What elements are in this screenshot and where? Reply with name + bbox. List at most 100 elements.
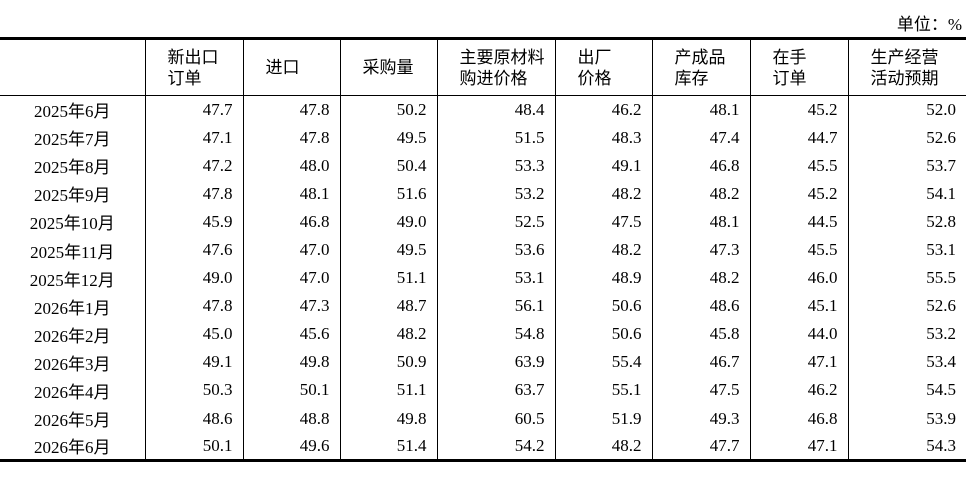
table-cell: 48.2: [651, 179, 750, 208]
header-text: 在手: [772, 47, 807, 67]
table-cell: 60.5: [436, 404, 555, 433]
table-cell: 53.7: [847, 151, 966, 180]
table-cell: 52.6: [847, 123, 966, 152]
table-row: 2025年6月 47.7 47.8 50.2 48.4 46.2 48.1 45.2 52.0: [0, 95, 966, 124]
table-cell: 46.0: [749, 264, 848, 293]
table-row: 2026年2月 45.0 45.6 48.2 54.8 50.6 45.8 44.0 53.2: [0, 320, 966, 349]
row-label: 2026年2月: [34, 326, 111, 346]
table-cell: 47.3: [651, 235, 750, 265]
header-cell: 出厂 价格: [554, 37, 652, 96]
table-cell: 55.4: [554, 348, 652, 377]
table-cell: 49.3: [651, 404, 750, 433]
table-cell: 52.0: [847, 95, 966, 124]
header-cell: [0, 37, 145, 96]
table-row: 2025年10月 45.9 46.8 49.0 52.5 47.5 48.1 44.5 52.8: [0, 207, 966, 236]
table-cell: 51.4: [339, 432, 437, 463]
row-label: 2025年11月: [30, 242, 115, 262]
table-cell: 51.1: [339, 264, 437, 293]
table-row: 2026年4月 50.3 50.1 51.1 63.7 55.1 47.5 46.2 54.5: [0, 376, 966, 405]
table-cell: 49.1: [554, 151, 652, 180]
table-cell: 48.1: [651, 207, 750, 236]
table-row: 2025年7月 47.1 47.8 49.5 51.5 48.3 47.4 44.7 52.6: [0, 123, 966, 152]
header-cell: 新出口 订单: [144, 37, 243, 96]
table-cell: 47.5: [554, 207, 652, 236]
table-cell: 53.4: [847, 348, 966, 377]
table-cell: 49.8: [242, 348, 340, 377]
row-label: 2026年4月: [34, 382, 111, 402]
table-cell: 48.1: [242, 179, 340, 208]
table-row: 2026年3月 49.1 49.8 50.9 63.9 55.4 46.7 47.1 53.4: [0, 348, 966, 377]
header-text: 价格: [577, 68, 612, 88]
table-cell: 46.8: [242, 207, 340, 236]
table-cell: 54.2: [436, 432, 555, 463]
table-cell: 50.4: [339, 151, 437, 180]
row-label: 2025年10月: [29, 214, 115, 234]
header-cell: 进口: [242, 37, 340, 96]
header-row: 新出口 订单 进口 采购量 主要原材料 购进价格 出厂 价格 产成品 库存 在手 订单 生产经营 活动预期: [0, 37, 966, 96]
row-label: 2026年1月: [34, 298, 111, 318]
table-row: 2026年1月 47.8 47.3 48.7 56.1 50.6 48.6 45.1 52.6: [0, 292, 966, 321]
table-cell: 47.2: [144, 151, 243, 180]
header-text: 活动预期: [870, 68, 939, 88]
table-row: 2025年8月 47.2 48.0 50.4 53.3 49.1 46.8 45.5 53.7: [0, 151, 966, 180]
table-cell: 54.8: [436, 320, 555, 349]
table-cell: 56.1: [436, 292, 555, 321]
table-cell: 52.5: [436, 207, 555, 236]
table-row: 2025年11月 47.6 47.0 49.5 53.6 48.2 47.3 45.5 53.1: [0, 235, 966, 265]
table-cell: 47.8: [144, 292, 243, 321]
table-cell: 51.9: [554, 404, 652, 433]
table-cell: 47.4: [651, 123, 750, 152]
table-cell: 52.8: [847, 207, 966, 236]
table-cell: 47.3: [242, 292, 340, 321]
table-cell: 48.8: [242, 404, 340, 433]
table-cell: 44.7: [749, 123, 848, 152]
header-text: 出厂: [577, 47, 612, 67]
row-label: 2026年6月: [0, 432, 145, 463]
table-header: 新出口 订单 进口 采购量 主要原材料 购进价格 出厂 价格 产成品 库存 在手 订单 生产经营 活动预期: [0, 37, 966, 96]
header-text: 进口: [265, 58, 300, 77]
table-cell: 54.5: [847, 376, 966, 405]
table-cell: 48.1: [651, 95, 750, 124]
table-cell: 53.3: [436, 151, 555, 180]
table-cell: 48.2: [554, 235, 652, 265]
table-cell: 47.7: [144, 95, 243, 124]
table-cell: 46.2: [554, 95, 652, 124]
header-cell: 采购量: [339, 37, 437, 96]
table-row: 2025年12月 49.0 47.0 51.1 53.1 48.9 48.2 46.0 55.5: [0, 264, 966, 293]
table-cell: 50.9: [339, 348, 437, 377]
table-cell: 45.6: [242, 320, 340, 349]
table-cell: 49.1: [144, 348, 243, 377]
table-cell: 47.8: [242, 123, 340, 152]
header-text: 库存: [674, 68, 709, 88]
table-cell: 45.9: [144, 207, 243, 236]
table-cell: 47.7: [651, 432, 750, 463]
row-label: 2025年6月: [34, 102, 111, 122]
table-cell: 45.5: [749, 151, 848, 180]
table-cell: 47.8: [144, 179, 243, 208]
table-cell: 51.6: [339, 179, 437, 208]
table-cell: 50.6: [554, 292, 652, 321]
header-text: 购进价格: [459, 68, 528, 88]
table-cell: 48.4: [436, 95, 555, 124]
table-cell: 48.7: [339, 292, 437, 321]
table-cell: 45.0: [144, 320, 243, 349]
row-label: 2026年3月: [34, 354, 111, 374]
header-text: 主要原材料: [459, 47, 545, 67]
table-cell: 47.6: [144, 235, 243, 265]
header-text: 订单: [167, 68, 202, 88]
table-cell: 45.2: [749, 179, 848, 208]
header-cell: 主要原材料 购进价格: [436, 37, 555, 96]
table-cell: 46.2: [749, 376, 848, 405]
data-table: 新出口 订单 进口 采购量 主要原材料 购进价格 出厂 价格 产成品 库存 在手 订单 生产经营 活动预期…: [0, 37, 966, 463]
table-cell: 48.2: [651, 264, 750, 293]
table-body: 2025年6月 47.7 47.8 50.2 48.4 46.2 48.1 45.2 52.0 2…: [0, 95, 966, 463]
table-cell: 48.0: [242, 151, 340, 180]
table-row: 2025年9月 47.8 48.1 51.6 53.2 48.2 48.2 45.2 54.1: [0, 179, 966, 208]
table-cell: 50.1: [144, 432, 243, 463]
table-cell: 44.0: [749, 320, 848, 349]
row-label: 2025年12月: [29, 270, 115, 290]
unit-label: 单位：%: [896, 15, 962, 34]
table-cell: 55.1: [554, 376, 652, 405]
header-cell: 产成品 库存: [651, 37, 750, 96]
